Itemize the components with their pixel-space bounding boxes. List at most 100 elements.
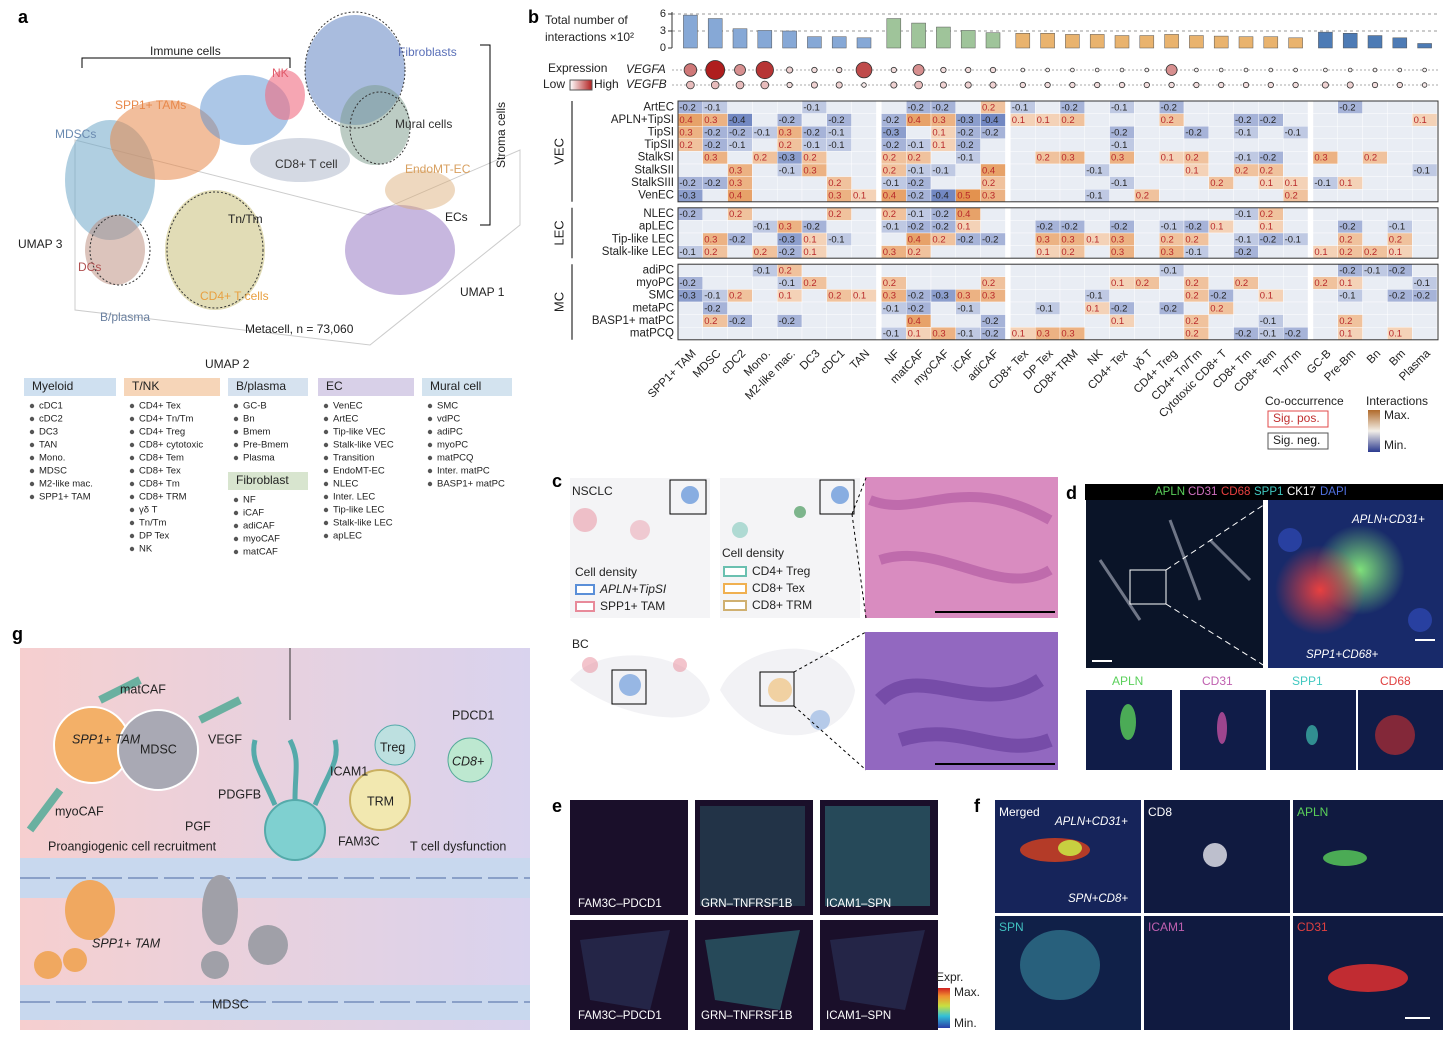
heatmap-cell <box>1411 232 1438 246</box>
legend-bullet <box>29 429 35 435</box>
heatmap-cell <box>1387 163 1413 177</box>
heatmap-cell <box>1337 301 1363 315</box>
heatmap-cell <box>727 276 753 290</box>
expression-dot <box>939 81 947 89</box>
cell-value: -0.1 <box>1235 128 1251 139</box>
cell-value: -0.2 <box>957 234 973 245</box>
heatmap-cell <box>1208 100 1234 114</box>
heatmap-cell <box>1258 125 1284 139</box>
legend-bullet <box>29 468 35 474</box>
column-label: Bm <box>1387 348 1408 369</box>
expression-dot <box>890 66 897 74</box>
heatmap-cell <box>1034 314 1061 328</box>
pair-label: GRN–TNFRSF1B <box>701 1010 793 1022</box>
heatmap-cell <box>677 301 703 315</box>
cell-value: -0.1 <box>1260 316 1276 327</box>
cell-value: -0.2 <box>729 234 745 245</box>
heatmap-cell <box>1387 176 1413 190</box>
cluster-label: Tn/Tm <box>228 212 263 226</box>
heatmap-cell <box>1034 138 1061 152</box>
cell-value: -0.2 <box>779 316 795 327</box>
channel-label: CD68 <box>1380 674 1411 688</box>
row-label: StalkSII <box>634 164 674 176</box>
heatmap-cell <box>1282 264 1309 278</box>
cell-value: -0.1 <box>779 278 795 289</box>
cell-value: 0.2 <box>883 209 896 220</box>
heatmap-cell <box>1411 207 1438 221</box>
legend-item: CD8+ Tex <box>752 581 805 595</box>
heatmap-cell <box>851 138 877 152</box>
heatmap-cell <box>1387 207 1413 221</box>
heatmap-cell <box>826 276 852 290</box>
panel-label: a <box>18 7 29 27</box>
cell-value: 0.3 <box>729 165 742 176</box>
heatmap-cell <box>1387 151 1413 165</box>
cell-value: 0.1 <box>1339 329 1352 340</box>
spatial-expression <box>570 800 950 1030</box>
heatmap-cell <box>1312 327 1338 341</box>
heatmap-cell <box>1134 314 1160 328</box>
heatmap-cell <box>1387 138 1413 152</box>
heatmap-cell <box>1312 289 1338 303</box>
heatmap-cell <box>851 276 877 290</box>
cell-value: -0.2 <box>803 222 819 233</box>
legend-bullet <box>233 497 239 503</box>
legend-max: Max. <box>1384 408 1410 422</box>
legend-bullet <box>427 455 433 461</box>
cell-value: -0.1 <box>803 140 819 151</box>
heatmap-cell <box>1010 163 1036 177</box>
cell-value: 0.1 <box>1339 278 1352 289</box>
heatmap-cell <box>1282 314 1309 328</box>
cell-value: 0.1 <box>1260 178 1273 189</box>
cell-value: 0.4 <box>729 191 742 202</box>
cell-value: 0.1 <box>1339 178 1352 189</box>
heatmap-cell <box>930 151 956 165</box>
heatmap-cell <box>727 264 753 278</box>
illustration-label: CD8+ <box>452 754 484 768</box>
tile-label: SPN <box>999 920 1024 934</box>
cell-value: -0.2 <box>982 316 998 327</box>
cell-value: 0.1 <box>1210 222 1223 233</box>
annotation: APLN+CD31+ <box>1054 816 1128 828</box>
legend-item: matPCQ <box>437 453 473 464</box>
channel-label: SPP1 <box>1292 674 1323 688</box>
cell-value: 0.2 <box>729 291 742 302</box>
cell-value: 0.1 <box>803 234 816 245</box>
heatmap-cell <box>1034 276 1061 290</box>
multiplex-tiles <box>995 800 1443 1030</box>
cluster-label: Immune cells <box>150 44 221 58</box>
swatch <box>575 601 595 612</box>
heatmap-cell <box>1208 113 1234 127</box>
legend-item: GC-B <box>243 401 267 412</box>
heatmap-cell <box>727 100 753 114</box>
heatmap-cell <box>906 264 932 278</box>
cell-value: 0.2 <box>1185 278 1198 289</box>
heatmap-cell <box>1084 138 1110 152</box>
cell-value: 0.2 <box>779 140 792 151</box>
heatmap-cell <box>801 264 827 278</box>
expression-dot <box>1118 81 1126 89</box>
expression-dot <box>710 80 720 90</box>
sig-neg-box <box>1267 432 1329 450</box>
expression-dot <box>1268 67 1274 73</box>
heatmap-cell <box>1411 314 1438 328</box>
expression-dot <box>786 66 794 74</box>
bar <box>1089 34 1105 49</box>
cell-value: 0.2 <box>1314 278 1327 289</box>
heatmap-cell <box>727 327 753 341</box>
cell-value: 0.2 <box>883 278 896 289</box>
heatmap-cell <box>752 232 778 246</box>
heatmap-cell <box>1337 188 1363 202</box>
heatmap-cell <box>677 232 703 246</box>
legend-bullet <box>129 455 135 461</box>
heatmap-cell <box>1034 100 1061 114</box>
sig-pos: Sig. pos. <box>1273 411 1320 425</box>
illustration-label: T cell dysfunction <box>410 839 506 853</box>
heatmap-cell <box>851 327 877 341</box>
bar-title: Total number of <box>545 13 628 27</box>
heatmap-cell <box>1282 301 1309 315</box>
heatmap-cell <box>881 264 907 278</box>
cell-value: -0.3 <box>957 115 973 126</box>
bar <box>985 32 1001 49</box>
